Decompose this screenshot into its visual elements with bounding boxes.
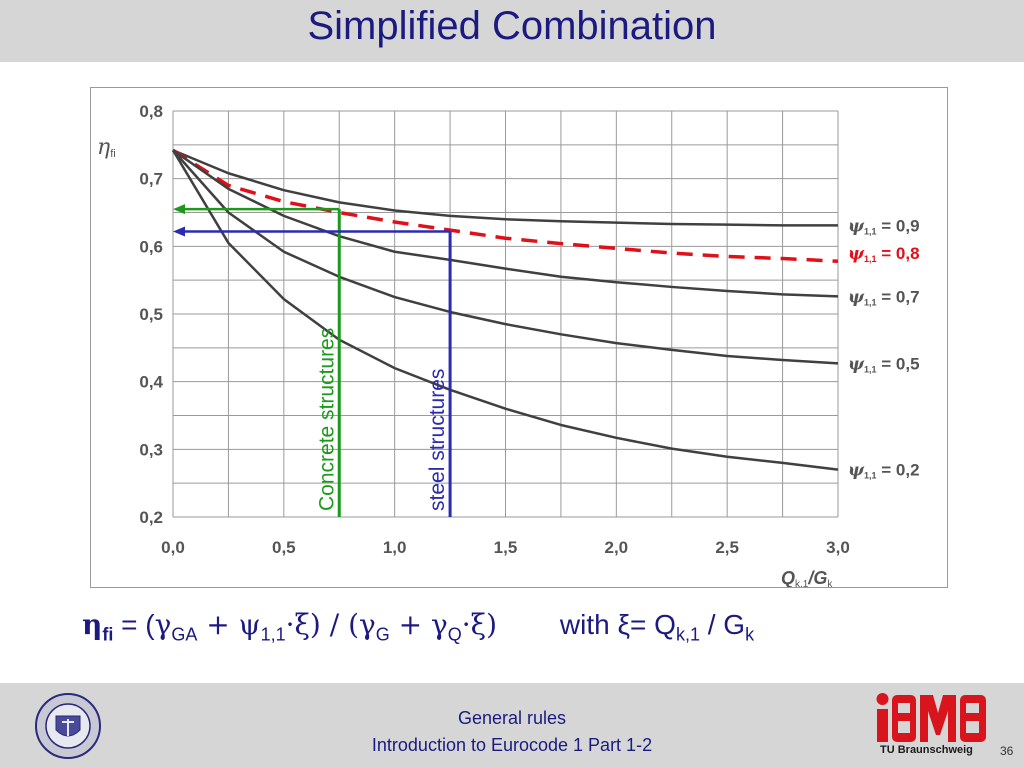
footer-line-2: Introduction to Eurocode 1 Part 1-2 [371, 735, 653, 755]
y-tick-labels: 0,2 0,3 0,4 0,5 0,6 0,7 0,8 [139, 102, 163, 527]
series-lines [171, 148, 839, 471]
x-tick-labels: 0,0 0,5 1,0 1,5 2,0 2,5 3,0 [161, 538, 850, 557]
annotation-label: steel structures [426, 369, 449, 511]
x-tick-label: 3,0 [826, 538, 850, 557]
chart-frame: 0,2 0,3 0,4 0,5 0,6 0,7 0,8 0,0 0,5 1,0 1,5 2,0 2,5… [90, 87, 948, 588]
series-line [172, 148, 839, 263]
y-tick-label: 0,3 [139, 440, 163, 459]
y-axis-label: ηfi [97, 135, 116, 160]
series-line [172, 149, 839, 365]
series-label: ψ1,1 = 0,7 [848, 287, 920, 307]
formula-psi: + ψ [197, 608, 261, 641]
y-tick-label: 0,7 [139, 170, 163, 189]
x-tick-label: 2,0 [605, 538, 629, 557]
series-line [171, 149, 839, 471]
slide-title: Simplified Combination [307, 4, 717, 48]
chart-grid [172, 110, 839, 518]
reading-markers: Concrete structures steel structures [173, 204, 452, 517]
x-tick-label: 1,0 [383, 538, 407, 557]
reading-arrowhead [173, 226, 185, 237]
title-band: Simplified Combination [0, 0, 1024, 62]
x-tick-label: 1,5 [494, 538, 518, 557]
footer-band: General rules Introduction to Eurocode 1… [0, 683, 1024, 768]
footer-line-1: General rules [457, 708, 567, 728]
formula-eta: η [82, 608, 103, 641]
y-tick-label: 0,5 [139, 305, 163, 324]
x-tick-label: 0,0 [161, 538, 185, 557]
x-tick-label: 0,5 [272, 538, 296, 557]
annotation-label: Concrete structures [315, 328, 338, 511]
y-tick-label: 0,2 [139, 508, 163, 527]
formula-with: with ξ= Qk,1 / Gk [559, 609, 755, 645]
ibmb-logo-icon [876, 693, 986, 742]
y-tick-label: 0,8 [139, 102, 163, 121]
series-label: ψ1,1 = 0,2 [848, 461, 920, 481]
formula-xi: ·ξ) / ( [285, 608, 359, 641]
curve-labels: ψ1,1 = 0,9 ψ1,1 = 0,8 ψ1,1 = 0,7 ψ1,1 = 0,5… [848, 216, 920, 480]
x-axis-label: Qk,1/Gk [781, 568, 833, 587]
series-label: ψ1,1 = 0,8 [848, 244, 920, 264]
series-label: ψ1,1 = 0,5 [848, 354, 920, 374]
y-tick-label: 0,4 [139, 373, 163, 392]
series-label: ψ1,1 = 0,9 [848, 216, 920, 236]
eta-fi-chart: 0,2 0,3 0,4 0,5 0,6 0,7 0,8 0,0 0,5 1,0 1,5 2,0 2,5… [97, 102, 920, 587]
footer-text: General rules Introduction to Eurocode 1… [0, 705, 1024, 759]
formula-eta-sub: fi [102, 624, 114, 645]
formula: ηfi = (γGA + ψ1,1·ξ) / (γG + γQ·ξ) with … [82, 608, 755, 645]
reading-arrowhead [173, 204, 185, 215]
series-line [172, 149, 839, 298]
university-seal-icon [35, 693, 101, 759]
y-tick-label: 0,6 [139, 237, 163, 256]
series-line [172, 149, 838, 227]
formula-gamma-ga: γ [154, 608, 172, 641]
x-tick-label: 2,5 [715, 538, 739, 557]
institution-name: TU Braunschweig [880, 744, 973, 756]
page-number: 36 [1000, 744, 1014, 758]
formula-eq: = ( [113, 609, 155, 640]
